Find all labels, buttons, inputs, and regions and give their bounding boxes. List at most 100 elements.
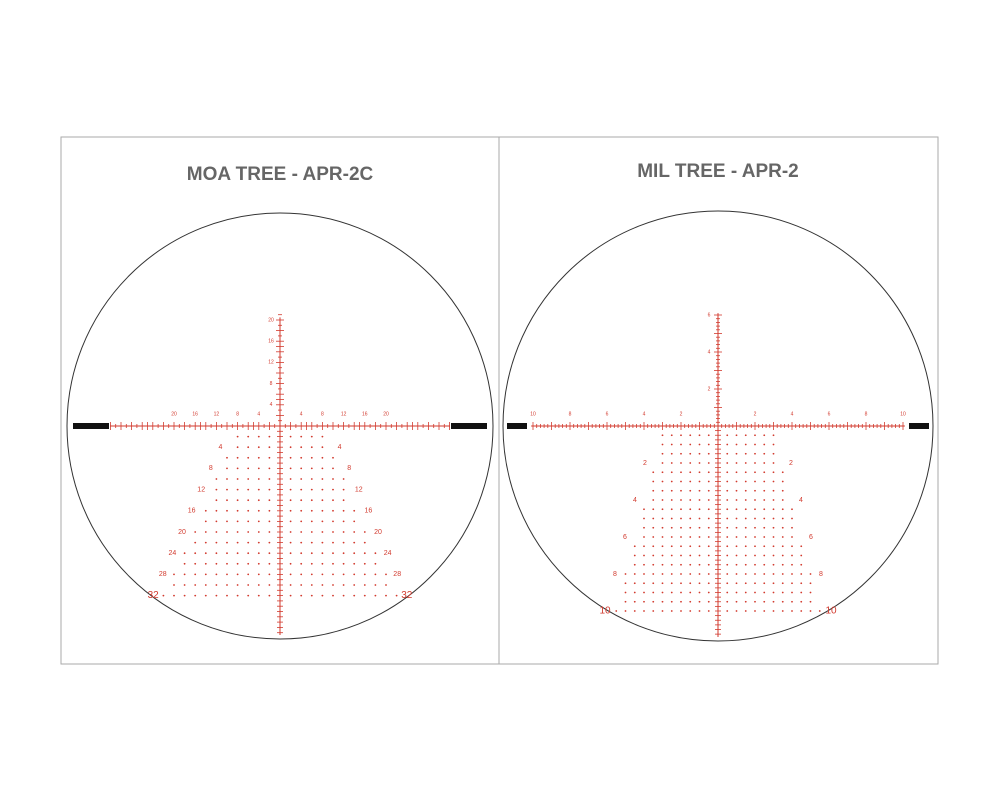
- panel-title: MOA TREE - APR-2C: [187, 164, 374, 185]
- holdover-dot: [744, 536, 747, 538]
- holdover-dot: [268, 446, 271, 449]
- holdover-dot: [791, 563, 793, 566]
- holdover-dot: [643, 526, 645, 529]
- holdover-dot: [670, 526, 673, 529]
- post: [451, 423, 487, 429]
- holdover-dot: [353, 531, 356, 533]
- holdover-dot: [215, 531, 218, 533]
- holdover-dot: [204, 509, 207, 512]
- holdover-dot: [781, 517, 784, 520]
- holdover-dot: [289, 509, 292, 512]
- holdover-dot: [652, 600, 655, 603]
- holdover-dot: [670, 443, 673, 446]
- holdover-dot: [247, 488, 250, 491]
- holdover-dot: [268, 584, 271, 586]
- holdover-dot: [310, 467, 313, 470]
- holdover-dot: [809, 582, 812, 585]
- holdover-dot: [652, 545, 655, 548]
- holdover-dot: [707, 545, 710, 548]
- holdover-dot: [754, 554, 756, 557]
- post: [73, 423, 109, 429]
- holdover-dot: [353, 552, 356, 555]
- holdover-dot: [268, 520, 271, 523]
- holdover-dot: [300, 573, 303, 576]
- holdover-dot: [670, 434, 673, 437]
- holdover-dot: [680, 554, 682, 557]
- holdover-dot: [689, 563, 692, 566]
- holdover-dot: [194, 541, 197, 544]
- holdover-dot: [800, 582, 803, 585]
- holdover-dot: [236, 478, 239, 480]
- holdover-dot: [680, 536, 682, 538]
- holdover-dot: [726, 517, 729, 520]
- holdover-dot: [680, 499, 682, 501]
- holdover-dot: [689, 526, 692, 529]
- tree-label: 2: [789, 460, 793, 467]
- holdover-dot: [300, 584, 303, 586]
- holdover-dot: [204, 520, 207, 523]
- holdover-dot: [689, 600, 692, 603]
- holdover-dot: [652, 582, 655, 585]
- holdover-dot: [791, 600, 793, 603]
- holdover-dot: [735, 526, 738, 529]
- holdover-dot: [643, 536, 645, 538]
- holdover-dot: [363, 584, 366, 586]
- holdover-dot: [661, 554, 664, 557]
- holdover-dot: [680, 600, 682, 603]
- holdover-dot: [374, 584, 377, 586]
- holdover-dot: [670, 499, 673, 501]
- holdover-dot: [226, 562, 228, 565]
- holdover-dot: [781, 508, 784, 511]
- holdover-dot: [698, 489, 701, 492]
- tree-label: 8: [209, 465, 213, 472]
- holdover-dot: [332, 562, 334, 565]
- h-label: 10: [900, 411, 906, 417]
- holdover-dot: [772, 471, 775, 474]
- holdover-dot: [689, 573, 692, 575]
- holdover-dot: [726, 508, 729, 511]
- h-label: 20: [383, 411, 389, 417]
- holdover-dot: [643, 545, 645, 548]
- holdover-dot: [300, 478, 303, 480]
- holdover-dot: [247, 435, 250, 438]
- holdover-dot: [332, 499, 334, 502]
- holdover-dot: [698, 517, 701, 520]
- holdover-dot: [310, 446, 313, 449]
- holdover-dot: [321, 478, 324, 480]
- holdover-dot: [624, 582, 627, 585]
- holdover-dot: [707, 508, 710, 511]
- holdover-dot: [215, 509, 218, 512]
- holdover-dot: [624, 610, 627, 612]
- holdover-dot: [772, 517, 775, 520]
- holdover-dot: [268, 562, 271, 565]
- holdover-dot: [763, 462, 766, 464]
- holdover-dot: [698, 526, 701, 529]
- holdover-dot: [670, 600, 673, 603]
- holdover-dot: [698, 508, 701, 511]
- holdover-dot: [735, 508, 738, 511]
- holdover-dot: [791, 545, 793, 548]
- h-label: 10: [530, 411, 536, 417]
- holdover-dot: [321, 456, 324, 459]
- holdover-dot: [652, 471, 655, 474]
- holdover-dot: [809, 600, 812, 603]
- holdover-dot: [772, 554, 775, 557]
- holdover-dot: [268, 467, 271, 470]
- holdover-dot: [194, 552, 197, 555]
- holdover-dot: [300, 456, 303, 459]
- holdover-dot: [226, 509, 228, 512]
- holdover-dot: [236, 531, 239, 533]
- holdover-dot: [289, 562, 292, 565]
- holdover-dot: [680, 563, 682, 566]
- holdover-dot: [754, 508, 756, 511]
- holdover-dot: [781, 591, 784, 594]
- holdover-dot: [763, 434, 766, 437]
- holdover-dot: [772, 499, 775, 501]
- holdover-dot: [204, 541, 207, 544]
- holdover-dot: [643, 582, 645, 585]
- holdover-dot: [781, 600, 784, 603]
- holdover-dot: [754, 489, 756, 492]
- holdover-dot: [321, 467, 324, 470]
- holdover-dot: [615, 610, 618, 612]
- holdover-dot: [772, 508, 775, 511]
